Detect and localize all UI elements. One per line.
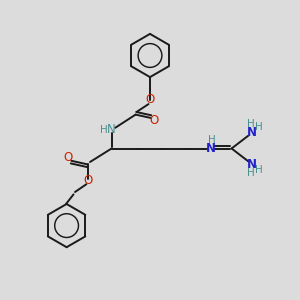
Text: H: H (247, 118, 255, 129)
Text: O: O (63, 151, 72, 164)
Text: H: H (247, 168, 255, 178)
Text: H: H (255, 165, 263, 175)
Text: N: N (107, 123, 116, 136)
Text: N: N (206, 142, 216, 155)
Text: O: O (146, 93, 154, 106)
Text: H: H (208, 135, 216, 145)
Text: H: H (255, 122, 263, 132)
Text: O: O (150, 114, 159, 128)
Text: N: N (246, 158, 256, 171)
Text: O: O (83, 174, 92, 187)
Text: H: H (100, 125, 108, 135)
Text: N: N (246, 126, 256, 139)
